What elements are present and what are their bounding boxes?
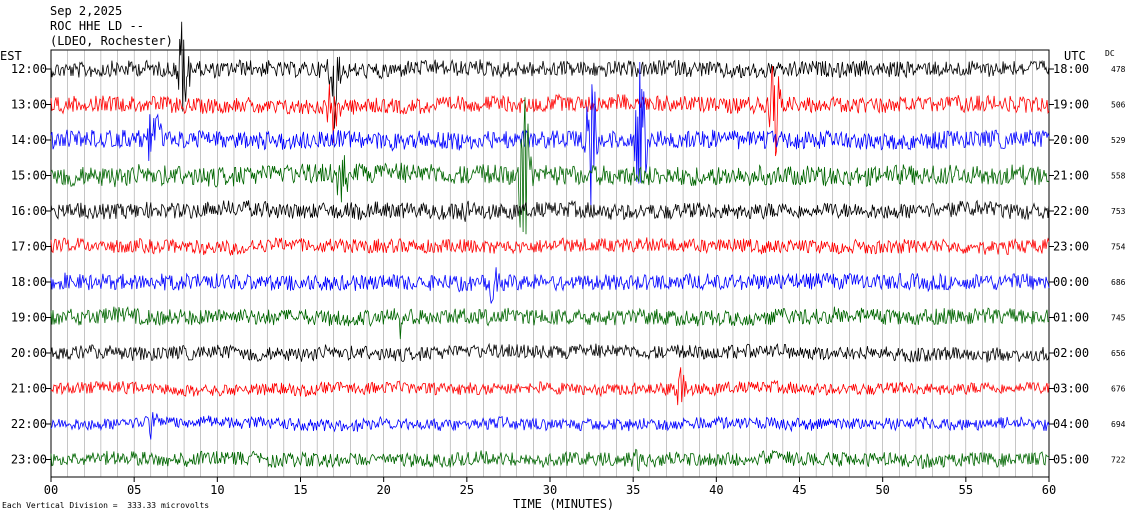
seismic-trace (50, 367, 1050, 406)
station-location: (LDEO, Rochester) (50, 34, 173, 48)
seismic-trace (50, 97, 1050, 235)
dc-offset-value: 694 (1111, 420, 1126, 429)
est-axis-title: EST (0, 49, 22, 63)
utc-hour-label: 21:00 (1053, 169, 1089, 183)
x-tick-label: 00 (44, 483, 58, 497)
dc-axis-title: DC (1105, 49, 1115, 58)
est-hour-label: 21:00 (11, 382, 47, 396)
dc-offset-value: 656 (1111, 349, 1126, 358)
utc-hour-label: 03:00 (1053, 382, 1089, 396)
dc-offset-value: 506 (1111, 101, 1126, 110)
dc-offset-value: 686 (1111, 278, 1126, 287)
est-hour-label: 23:00 (11, 453, 47, 467)
dc-offset-value: 722 (1111, 456, 1126, 465)
est-hour-label: 12:00 (11, 62, 47, 76)
x-tick-label: 30 (543, 483, 557, 497)
dc-offset-value: 754 (1111, 243, 1126, 252)
est-hour-label: 22:00 (11, 417, 47, 431)
est-hour-label: 14:00 (11, 133, 47, 147)
dc-offset-value: 529 (1111, 136, 1126, 145)
utc-hour-label: 00:00 (1053, 275, 1089, 289)
seismic-trace (50, 342, 1050, 363)
x-tick-label: 45 (792, 483, 806, 497)
x-tick-label: 05 (127, 483, 141, 497)
est-hour-label: 17:00 (11, 240, 47, 254)
scale-note: Each Vertical Division = 333.33 microvol… (2, 501, 210, 510)
utc-hour-label: 23:00 (1053, 240, 1089, 254)
seismic-trace (50, 237, 1050, 257)
utc-hour-label: 04:00 (1053, 417, 1089, 431)
station-code: ROC HHE LD -- (50, 19, 144, 33)
x-tick-label: 60 (1042, 483, 1056, 497)
x-axis-label: TIME (MINUTES) (513, 497, 615, 511)
x-tick-label: 25 (460, 483, 474, 497)
seismic-trace (50, 267, 1050, 304)
utc-hour-label: 22:00 (1053, 204, 1089, 218)
x-tick-label: 55 (959, 483, 973, 497)
plot-date: Sep 2,2025 (50, 4, 123, 18)
est-hour-label: 13:00 (11, 98, 47, 112)
x-tick-label: 10 (210, 483, 224, 497)
utc-hour-label: 05:00 (1053, 453, 1089, 467)
est-hour-label: 19:00 (11, 311, 47, 325)
seismic-trace (50, 448, 1050, 472)
seismic-trace (50, 21, 1050, 129)
est-hour-label: 16:00 (11, 204, 47, 218)
utc-hour-label: 20:00 (1053, 133, 1089, 147)
seismic-trace (50, 65, 1050, 157)
est-hour-label: 20:00 (11, 346, 47, 360)
seismic-trace (50, 199, 1050, 222)
utc-hour-label: 19:00 (1053, 98, 1089, 112)
dc-offset-value: 558 (1111, 172, 1126, 181)
x-tick-label: 35 (626, 483, 640, 497)
seismic-trace (50, 412, 1050, 440)
est-hour-label: 18:00 (11, 275, 47, 289)
dc-offset-value: 676 (1111, 385, 1126, 394)
dc-offset-value: 745 (1111, 314, 1126, 323)
x-tick-label: 50 (875, 483, 889, 497)
x-tick-label: 40 (709, 483, 723, 497)
utc-hour-label: 02:00 (1053, 346, 1089, 360)
seismic-trace (50, 61, 1050, 207)
x-tick-label: 20 (376, 483, 390, 497)
utc-hour-label: 18:00 (1053, 62, 1089, 76)
dc-offset-value: 478 (1111, 65, 1126, 74)
seismic-trace (50, 306, 1050, 340)
x-tick-label: 15 (293, 483, 307, 497)
utc-hour-label: 01:00 (1053, 311, 1089, 325)
dc-offset-value: 753 (1111, 207, 1126, 216)
utc-axis-title: UTC (1064, 49, 1086, 63)
est-hour-label: 15:00 (11, 169, 47, 183)
